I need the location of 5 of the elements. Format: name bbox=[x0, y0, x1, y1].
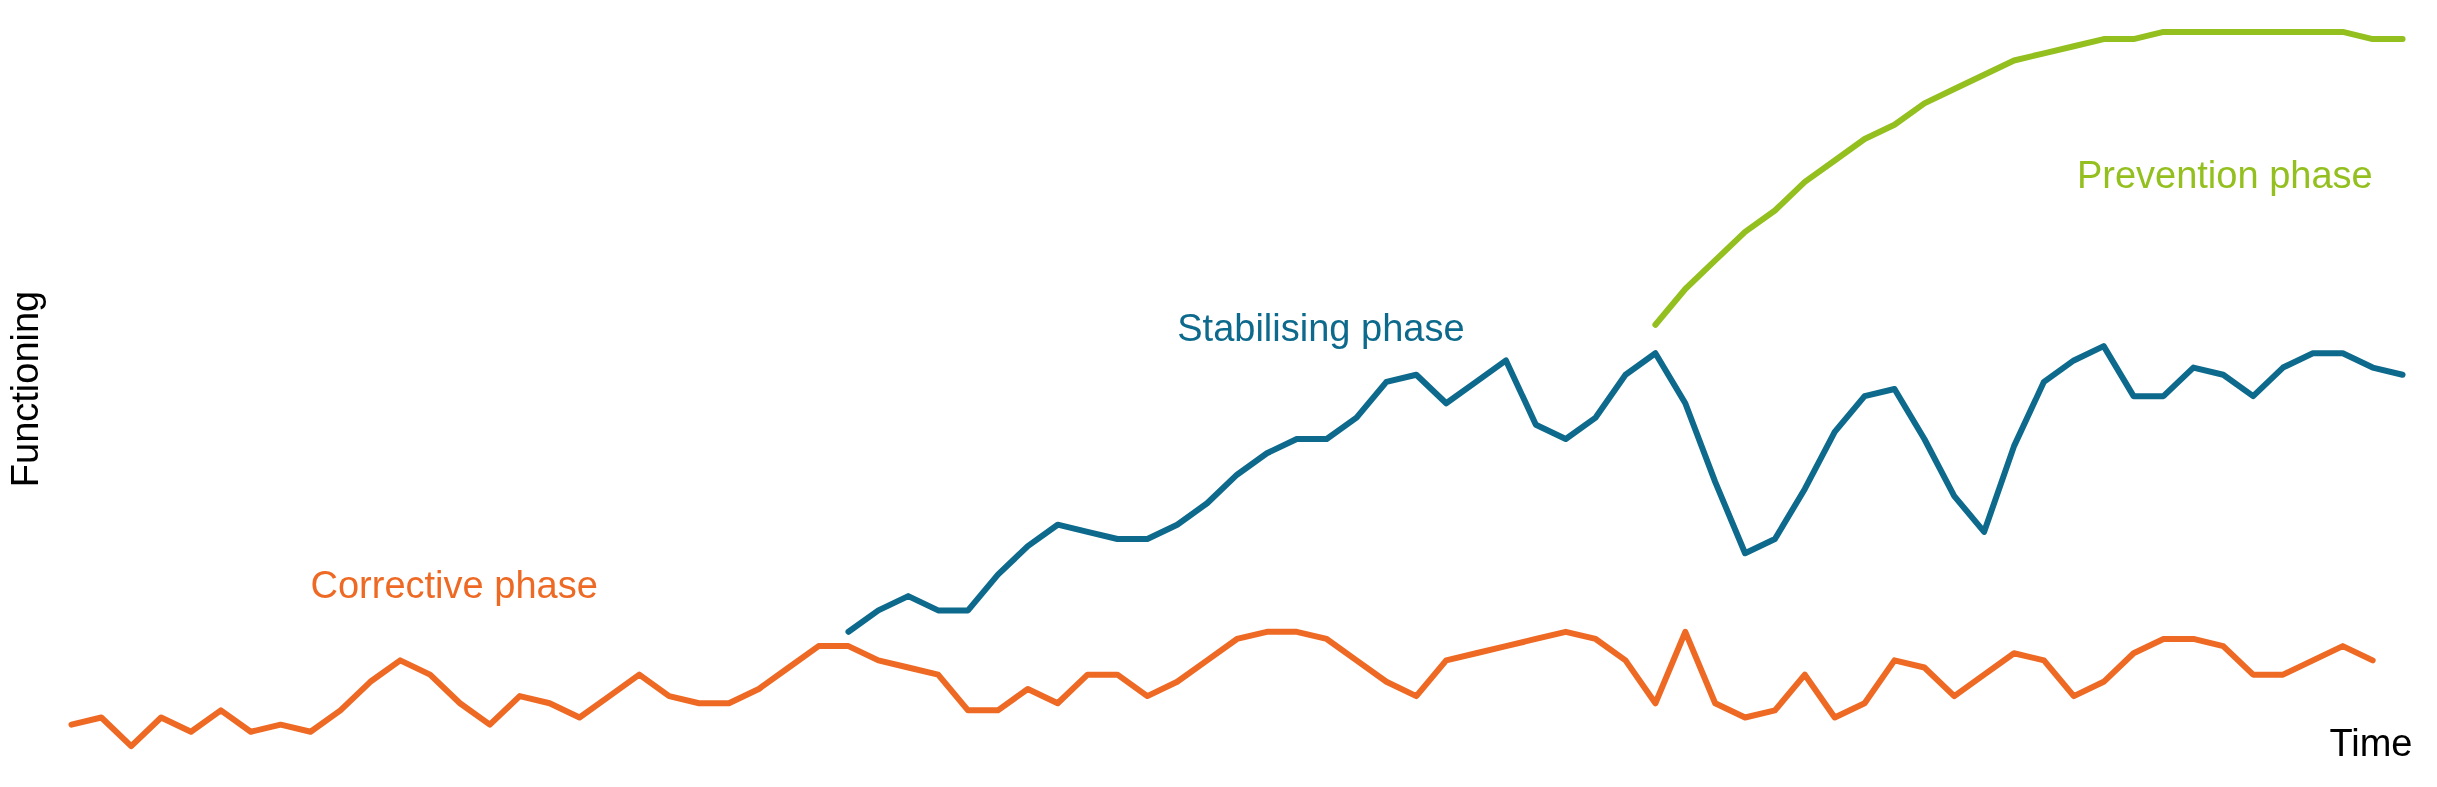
x-axis-title: Time bbox=[2329, 721, 2413, 764]
series-label: Stabilising phase bbox=[1177, 307, 1465, 350]
text: Corrective phase bbox=[310, 564, 598, 607]
y-axis-title: Functioning bbox=[3, 290, 46, 488]
text: Prevention phase bbox=[2076, 153, 2373, 196]
